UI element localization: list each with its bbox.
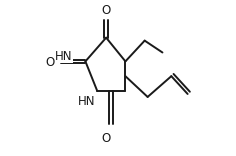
Text: HN: HN xyxy=(78,95,96,108)
Text: O: O xyxy=(45,56,55,69)
Text: O: O xyxy=(101,132,111,145)
Text: O: O xyxy=(101,4,111,17)
Text: HN: HN xyxy=(55,50,73,63)
